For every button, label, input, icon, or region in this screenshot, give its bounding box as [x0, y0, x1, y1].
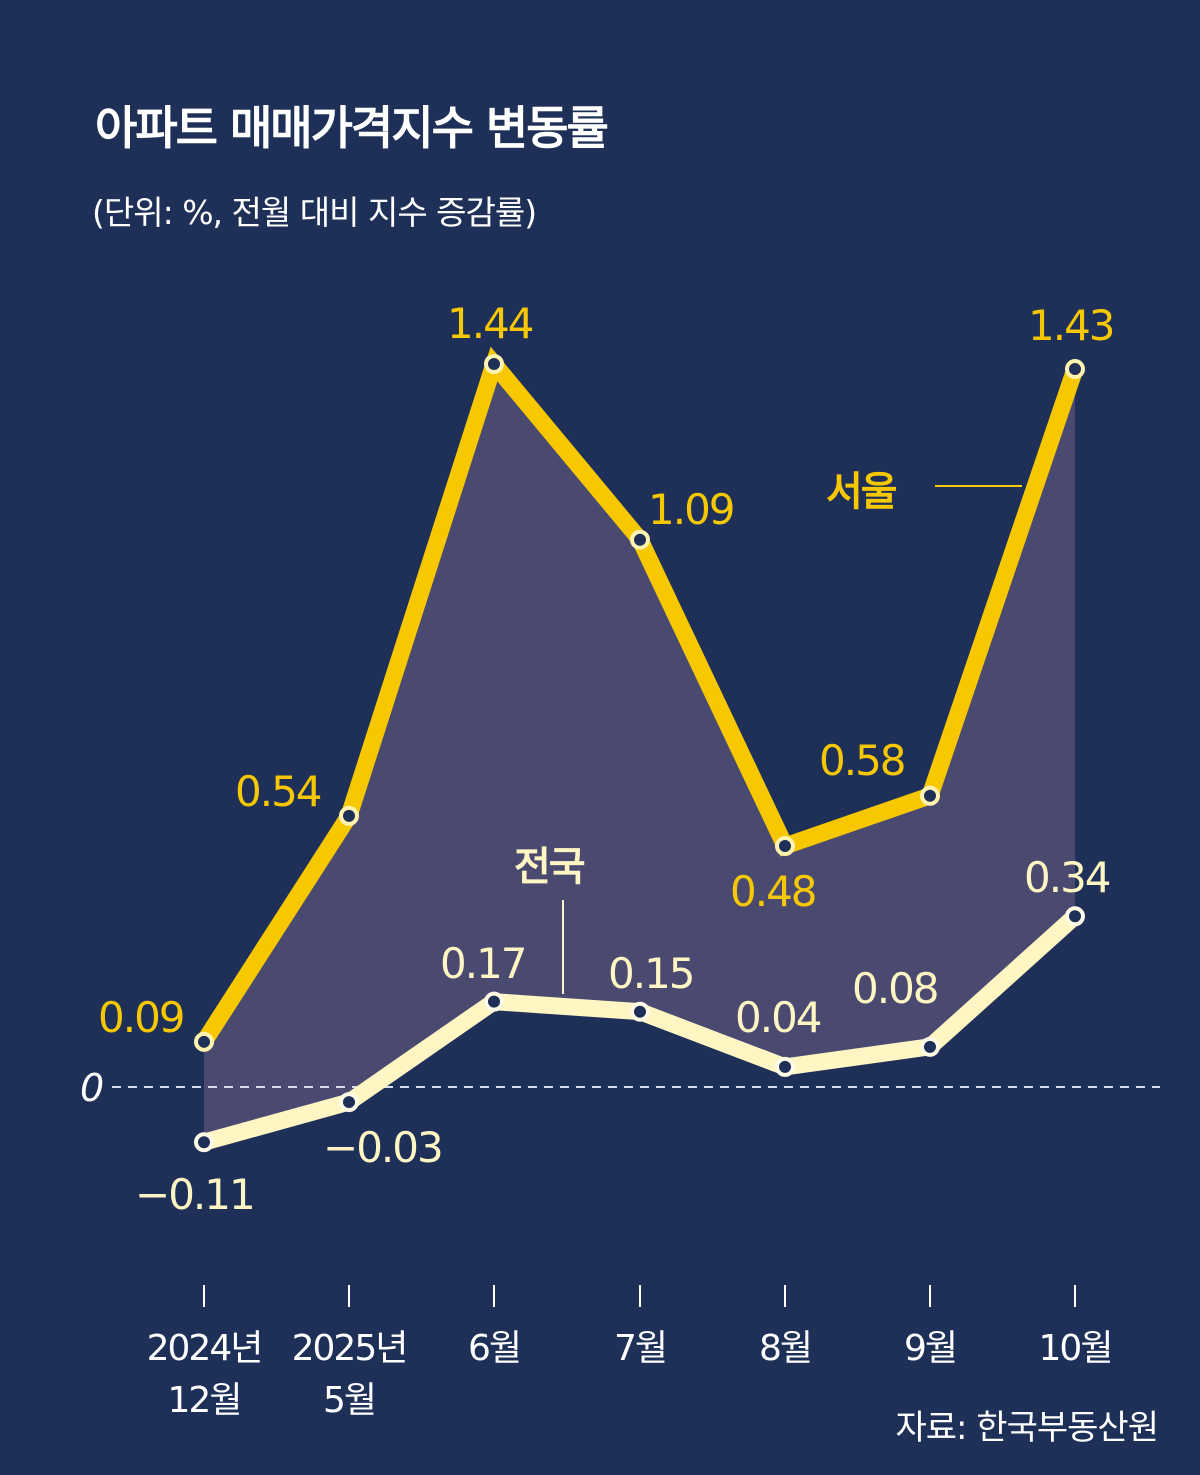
national-point-5 — [920, 1036, 940, 1057]
seoul-value-label-4: 0.48 — [730, 867, 816, 916]
x-tick-label-1: 2025년 5월 — [292, 1328, 407, 1421]
seoul-point-0 — [194, 1031, 214, 1052]
seoul-point-4 — [775, 836, 795, 856]
source-note: 자료: 한국부동산원 — [895, 1408, 1159, 1448]
national-value-label-0: −0.11 — [135, 1170, 254, 1219]
x-tick-label-4: 8월 — [759, 1328, 811, 1369]
national-point-3 — [630, 1001, 650, 1022]
seoul-value-label-0: 0.09 — [98, 993, 184, 1042]
national-value-label-1: −0.03 — [323, 1123, 442, 1172]
national-point-6 — [1065, 906, 1085, 927]
national-value-label-5: 0.08 — [852, 964, 938, 1013]
x-tick-label-2: 6월 — [468, 1328, 520, 1369]
seoul-point-6 — [1065, 359, 1085, 380]
seoul-series-label: 서울 — [826, 469, 897, 515]
chart-title: 아파트 매매가격지수 변동률 — [95, 101, 609, 155]
national-series-label: 전국 — [514, 844, 585, 890]
national-point-4 — [775, 1056, 795, 1077]
national-value-label-4: 0.04 — [735, 993, 821, 1042]
national-point-1 — [339, 1092, 359, 1113]
seoul-value-label-1: 0.54 — [235, 767, 321, 816]
x-tick-label-0: 2024년 12월 — [147, 1328, 262, 1421]
seoul-point-2 — [484, 354, 504, 374]
national-value-label-6: 0.34 — [1024, 853, 1110, 902]
zero-label: 0 — [80, 1066, 103, 1110]
seoul-value-label-3: 1.09 — [648, 485, 734, 534]
seoul-value-label-5: 0.58 — [819, 736, 905, 785]
seoul-point-1 — [339, 805, 359, 826]
seoul-point-5 — [920, 785, 940, 806]
gap-area — [204, 364, 1075, 1143]
seoul-point-3 — [630, 529, 650, 550]
national-value-label-2: 0.17 — [440, 939, 526, 988]
x-tick-label-3: 7월 — [614, 1328, 666, 1369]
national-point-2 — [484, 991, 504, 1012]
national-point-0 — [194, 1132, 214, 1153]
x-tick-label-6: 10월 — [1039, 1328, 1112, 1369]
seoul-value-label-2: 1.44 — [447, 299, 533, 348]
national-value-label-3: 0.15 — [608, 949, 694, 998]
chart-subtitle: (단위: %, 전월 대비 지수 증감률) — [92, 193, 537, 232]
seoul-value-label-6: 1.43 — [1028, 301, 1114, 350]
x-tick-label-5: 9월 — [904, 1328, 956, 1369]
